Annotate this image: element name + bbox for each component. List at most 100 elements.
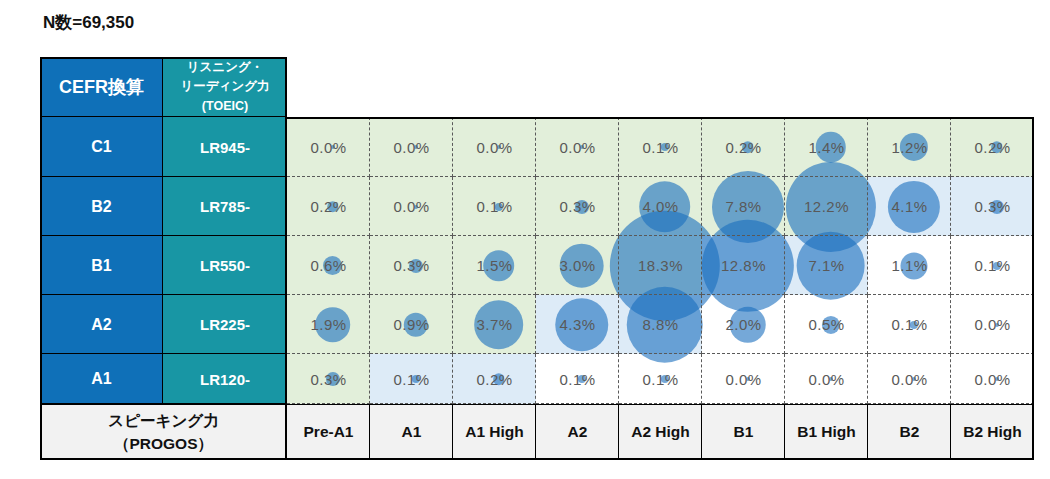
cefr-row-label: A1 [40, 354, 163, 404]
corner-header-label: CEFR換算 [59, 75, 144, 99]
cell-value: 3.0% [559, 257, 595, 274]
matrix-cell: 0.0% [785, 354, 868, 404]
column-header-label: B2 High [963, 423, 1022, 441]
matrix-cell: 0.3% [951, 177, 1034, 236]
matrix-cell: 4.1% [868, 177, 951, 236]
cell-value: 3.7% [476, 316, 512, 333]
cell-value: 0.3% [310, 371, 346, 388]
column-header: B1 High [785, 404, 868, 460]
matrix-cell: 12.8% [702, 236, 785, 295]
column-header-label: A2 [568, 423, 588, 441]
matrix-cell: 0.2% [453, 354, 536, 404]
cell-value: 0.0% [891, 371, 927, 388]
cell-value: 0.0% [310, 139, 346, 156]
cell-value: 0.6% [310, 257, 346, 274]
matrix-cell: 1.5% [453, 236, 536, 295]
corner-header-cefr: CEFR換算 [40, 57, 163, 117]
cefr-level-label: B2 [91, 198, 111, 216]
cell-value: 12.8% [721, 257, 766, 274]
matrix-cell: 0.1% [868, 295, 951, 354]
lr-score-label: LR225- [163, 295, 287, 354]
cefr-row-label: B2 [40, 177, 163, 236]
cell-value: 0.0% [974, 371, 1010, 388]
cell-value: 0.1% [974, 257, 1010, 274]
cell-value: 0.0% [393, 139, 429, 156]
cell-value: 0.2% [725, 139, 761, 156]
column-header-label: Pre-A1 [304, 423, 354, 441]
cefr-row-label: C1 [40, 117, 163, 177]
matrix-cell: 0.1% [536, 354, 619, 404]
column-header-label: B1 [734, 423, 754, 441]
matrix-cell: 0.1% [951, 236, 1034, 295]
matrix-cell: 0.2% [702, 117, 785, 177]
cell-value: 0.9% [393, 316, 429, 333]
lr-score-text: LR550- [200, 257, 250, 274]
matrix-cell: 3.7% [453, 295, 536, 354]
cell-value: 0.1% [393, 371, 429, 388]
cell-value: 0.0% [393, 198, 429, 215]
column-header-label: A2 High [631, 423, 690, 441]
cell-value: 0.0% [725, 371, 761, 388]
matrix-cell: 1.2% [868, 117, 951, 177]
cell-value: 0.2% [310, 198, 346, 215]
cell-value: 8.8% [642, 316, 678, 333]
cell-value: 0.1% [476, 198, 512, 215]
cefr-level-label: B1 [91, 257, 111, 275]
cell-value: 7.8% [725, 198, 761, 215]
matrix-cell: 8.8% [619, 295, 702, 354]
cell-value: 0.1% [642, 371, 678, 388]
cefr-row-label: A2 [40, 295, 163, 354]
matrix-cell: 0.3% [370, 236, 453, 295]
cefr-level-label: A2 [91, 316, 111, 334]
lr-score-text: LR120- [200, 371, 250, 388]
cefr-row-label: B1 [40, 236, 163, 295]
cell-value: 0.1% [642, 139, 678, 156]
cell-value: 0.3% [559, 198, 595, 215]
matrix-cell: 3.0% [536, 236, 619, 295]
column-header: B1 [702, 404, 785, 460]
matrix-cell: 0.0% [536, 117, 619, 177]
lr-header-line: リーディング力 [181, 77, 270, 96]
matrix-cell: 0.2% [951, 117, 1034, 177]
matrix-cell: 0.1% [370, 354, 453, 404]
matrix-cell: 4.3% [536, 295, 619, 354]
matrix-cell: 0.0% [370, 177, 453, 236]
column-header: A2 [536, 404, 619, 460]
cell-value: 1.9% [310, 316, 346, 333]
matrix-cell: 0.3% [536, 177, 619, 236]
matrix-cell: 7.1% [785, 236, 868, 295]
matrix-cell: 0.2% [287, 177, 370, 236]
cell-value: 0.2% [974, 139, 1010, 156]
cell-value: 7.1% [808, 257, 844, 274]
cell-value: 0.0% [974, 316, 1010, 333]
column-header-label: A1 [402, 423, 422, 441]
cefr-distribution-table: CEFR換算リスニング・リーディング力(TOEIC)C1LR945-0.0%0.… [40, 57, 1034, 460]
cell-value: 1.2% [891, 139, 927, 156]
column-header: A1 High [453, 404, 536, 460]
cefr-level-label: C1 [91, 138, 111, 156]
lr-score-label: LR785- [163, 177, 287, 236]
matrix-cell: 0.0% [868, 354, 951, 404]
lr-score-label: LR945- [163, 117, 287, 177]
cell-value: 4.1% [891, 198, 927, 215]
cell-value: 1.4% [808, 139, 844, 156]
matrix-cell: 0.9% [370, 295, 453, 354]
cefr-level-label: A1 [91, 370, 111, 388]
cell-value: 18.3% [638, 257, 683, 274]
cell-value: 0.0% [559, 139, 595, 156]
cell-value: 0.0% [808, 371, 844, 388]
matrix-cell: 0.0% [702, 354, 785, 404]
matrix-cell: 0.1% [453, 177, 536, 236]
matrix-cell: 0.0% [453, 117, 536, 177]
cell-value: 0.1% [559, 371, 595, 388]
cell-value: 0.1% [891, 316, 927, 333]
cell-value: 4.3% [559, 316, 595, 333]
matrix-cell: 0.1% [619, 117, 702, 177]
matrix-cell: 0.0% [951, 295, 1034, 354]
column-header: Pre-A1 [287, 404, 370, 460]
column-header: A1 [370, 404, 453, 460]
lr-header-line: リスニング・ [187, 58, 263, 77]
empty-top-region [287, 57, 1034, 117]
cell-value: 2.0% [725, 316, 761, 333]
column-header-label: B2 [900, 423, 920, 441]
